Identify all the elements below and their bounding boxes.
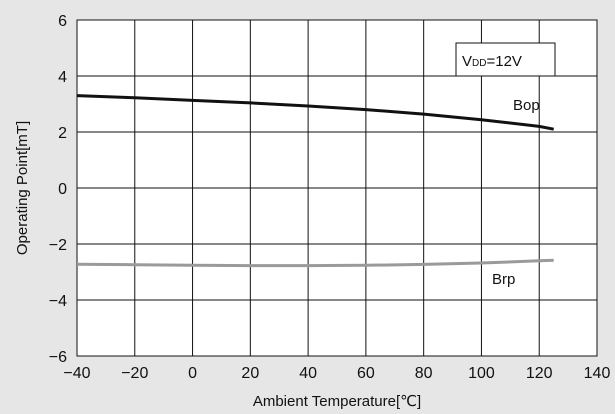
x-tick-label: 0 [188, 365, 197, 382]
series-line-brp [76, 258, 554, 268]
grid-lines [77, 20, 597, 356]
x-tick-label: 60 [357, 365, 375, 382]
x-tick-label: −20 [121, 365, 148, 382]
x-tick-label: 140 [584, 365, 611, 382]
y-tick-label: 0 [58, 181, 67, 198]
y-tick-label: −2 [49, 237, 67, 254]
x-tick-label: 120 [526, 365, 553, 382]
y-tick-label: 2 [58, 125, 67, 142]
vdd-annotation: VDD=12V [462, 53, 522, 70]
series-label-bop: Bop [513, 97, 540, 114]
x-tick-label: 40 [299, 365, 317, 382]
x-tick-label: −40 [63, 365, 90, 382]
x-tick-label: 100 [468, 365, 495, 382]
y-tick-label: −4 [49, 293, 67, 310]
series-lines [76, 94, 554, 268]
x-axis-title: Ambient Temperature[℃] [253, 393, 421, 410]
series-label-brp: Brp [492, 271, 515, 288]
y-axis-title: Operating Point[mT] [14, 121, 31, 255]
x-tick-label: 80 [415, 365, 433, 382]
x-tick-label: 20 [241, 365, 259, 382]
series-line-bop [76, 94, 554, 131]
y-tick-label: 6 [58, 13, 67, 30]
y-tick-label: 4 [58, 69, 67, 86]
annotation-box [455, 42, 556, 77]
y-tick-label: −6 [49, 349, 67, 366]
